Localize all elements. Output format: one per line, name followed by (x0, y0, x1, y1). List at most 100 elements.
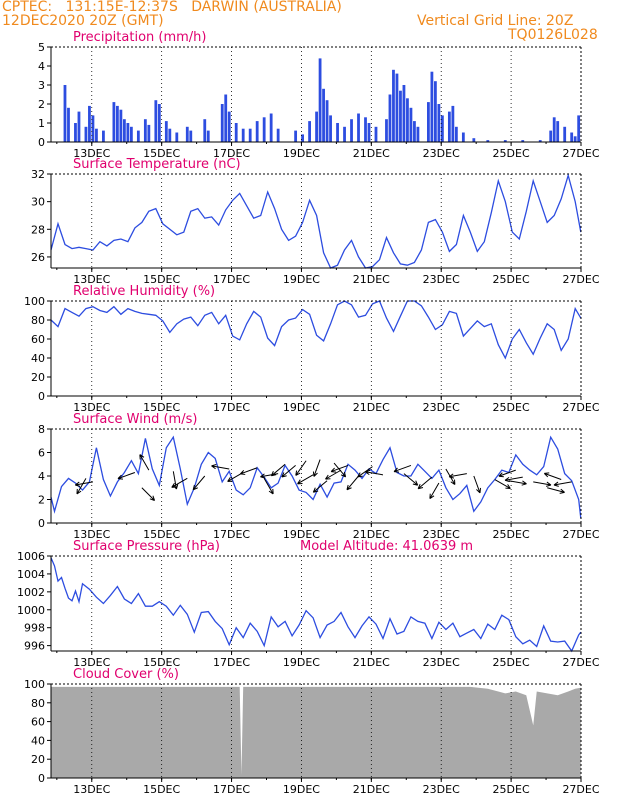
humidity-xtick-label-2: 17DEC (213, 401, 250, 414)
wind-ytick-label-1: 2 (38, 494, 45, 507)
precipitation-bar-43 (325, 100, 329, 142)
precipitation-bar-4 (84, 126, 88, 142)
wind-title: Surface Wind (m/s) (73, 412, 197, 427)
pressure-xtick-label-1: 15DEC (143, 656, 180, 669)
precipitation-bar-14 (129, 126, 133, 142)
precipitation-bar-49 (364, 117, 367, 142)
precipitation-bar-72 (486, 140, 490, 142)
wind-arrow-37 (547, 487, 565, 494)
cloud-cover-ytick-label-4: 80 (31, 697, 45, 710)
precipitation-bar-76 (549, 130, 553, 142)
pressure-ytick-label-5: 1006 (17, 550, 45, 563)
temperature-xtick-label-6: 25DEC (493, 273, 530, 286)
precipitation-bar-17 (147, 124, 151, 142)
precipitation-bar-28 (224, 94, 228, 142)
wind-arrow-7 (192, 475, 206, 491)
cloud-cover-area (51, 686, 581, 778)
wind-arrow-39 (553, 481, 572, 487)
temperature-xtick-label-5: 23DEC (423, 273, 460, 286)
wind-arrow-35 (504, 476, 523, 483)
temperature-xtick-label-7: 27DEC (562, 273, 599, 286)
temperature-title: Surface Temperature (nC) (73, 157, 241, 172)
humidity-ytick-label-2: 40 (31, 352, 45, 365)
precipitation-bar-54 (392, 69, 395, 142)
header-date: 12DEC2020 20Z (GMT) (2, 13, 164, 29)
wind-xtick-label-0: 13DEC (73, 528, 110, 541)
wind-arrow-6 (171, 477, 188, 488)
wind-ytick-label-2: 4 (38, 470, 45, 483)
wind-line (50, 435, 582, 519)
precipitation-bar-62 (427, 102, 430, 142)
wind-arrow-1 (74, 481, 94, 487)
humidity-ytick-label-0: 0 (38, 390, 45, 403)
wind-arrow-32 (494, 479, 511, 490)
precipitation-bar-52 (385, 119, 388, 142)
precipitation-bar-73 (503, 140, 507, 142)
precipitation-xtick-label-2: 17DEC (213, 147, 250, 160)
wind-xtick-label-7: 27DEC (562, 528, 599, 541)
cloud-cover-xtick-label-2: 17DEC (213, 783, 250, 796)
temperature-xtick-label-3: 19DEC (283, 273, 320, 286)
humidity-ytick-label-4: 80 (31, 314, 45, 327)
precipitation-bar-6 (91, 115, 95, 142)
precipitation-xtick-label-5: 23DEC (423, 147, 460, 160)
precipitation-bar-16 (143, 119, 147, 142)
humidity-ytick-label-3: 60 (31, 333, 45, 346)
precipitation-ytick-label-1: 1 (38, 117, 45, 130)
wind-xtick-label-6: 25DEC (493, 528, 530, 541)
wind-arrow-13 (270, 463, 286, 477)
precipitation-bar-61 (416, 126, 420, 142)
wind-arrow-19 (333, 462, 347, 478)
wind-xtick-label-4: 21DEC (353, 528, 390, 541)
precipitation-ytick-label-0: 0 (38, 136, 45, 149)
wind-arrow-34 (498, 469, 516, 478)
pressure-xtick-label-6: 25DEC (493, 656, 530, 669)
humidity-xtick-label-6: 25DEC (493, 401, 530, 414)
cloud-cover-ytick-label-2: 40 (31, 734, 45, 747)
precipitation-bar-63 (430, 71, 434, 142)
precipitation-bar-2 (74, 123, 77, 142)
pressure-xtick-label-2: 17DEC (213, 656, 250, 669)
precipitation-ytick-label-5: 5 (38, 41, 45, 54)
humidity-xtick-label-7: 27DEC (562, 401, 599, 414)
cloud-cover-xtick-label-5: 23DEC (423, 783, 460, 796)
precipitation-bar-57 (402, 85, 406, 142)
wind-arrow-16 (297, 474, 314, 485)
precipitation-ytick-label-4: 4 (38, 60, 45, 73)
temperature-ytick-label-2: 30 (31, 196, 45, 209)
precipitation-bar-38 (301, 134, 305, 142)
precipitation-bar-46 (343, 126, 346, 142)
humidity-xtick-label-0: 13DEC (73, 401, 110, 414)
cloud-cover-title: Cloud Cover (%) (73, 667, 179, 682)
wind-arrow-27 (417, 476, 433, 490)
precipitation-bar-20 (164, 121, 168, 142)
wind-arrow-31 (473, 475, 481, 494)
precipitation-xtick-label-0: 13DEC (73, 147, 110, 160)
pressure-ytick-label-0: 996 (24, 640, 45, 653)
humidity-ytick-label-1: 20 (31, 371, 45, 384)
wind-arrow-30 (448, 473, 467, 479)
wind-arrow-36 (533, 481, 552, 487)
header-model-code: TQ0126L028 (508, 27, 598, 43)
cloud-cover-xtick-label-3: 19DEC (283, 783, 320, 796)
precipitation-xtick-label-4: 21DEC (353, 147, 390, 160)
wind-arrow-3 (141, 487, 156, 501)
wind-arrow-38 (543, 472, 562, 480)
humidity-line (50, 300, 582, 360)
precipitation-bar-64 (433, 81, 437, 142)
precipitation-bar-51 (374, 126, 378, 142)
wind-arrow-22 (346, 475, 359, 491)
precipitation-bar-36 (276, 128, 280, 142)
precipitation-bar-21 (168, 128, 172, 142)
precipitation-bar-37 (294, 130, 298, 142)
temperature-xtick-label-4: 21DEC (353, 273, 390, 286)
precipitation-bar-1 (67, 107, 70, 142)
wind-arrow-0 (76, 478, 87, 495)
wind-xtick-label-2: 17DEC (213, 528, 250, 541)
temperature-xtick-label-0: 13DEC (73, 273, 110, 286)
precipitation-bar-5 (88, 105, 91, 142)
precipitation-ytick-label-3: 3 (38, 79, 45, 92)
pressure-ytick-label-1: 998 (24, 622, 45, 635)
precipitation-bar-75 (538, 140, 542, 142)
temperature-ytick-label-0: 26 (31, 251, 45, 264)
